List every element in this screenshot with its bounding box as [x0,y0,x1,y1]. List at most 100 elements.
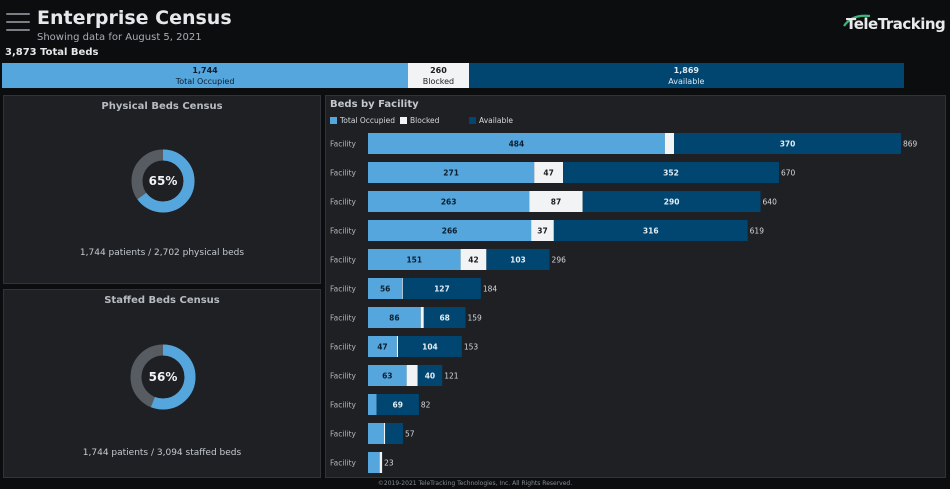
bar-occupied[interactable] [368,423,384,444]
legend-item-occupied[interactable]: Total Occupied [330,116,395,125]
summary-blocked-segment[interactable]: 260 Blocked [408,63,469,88]
bar-occupied-label: 63 [382,372,392,381]
staffed-donut-fill[interactable] [130,344,196,410]
bar-available[interactable] [553,220,748,241]
bar-total-label: 121 [444,372,459,381]
page-title: Enterprise Census [37,7,232,29]
bar-blocked[interactable] [406,365,418,386]
physical-beds-panel: Physical Beds Census 65% 1,744 patients … [3,95,321,284]
legend-item-available[interactable]: Available [469,116,513,125]
physical-donut-fill[interactable] [131,149,195,213]
bar-blocked[interactable] [396,336,399,357]
staffed-beds-donut[interactable] [130,344,196,410]
bar-occupied[interactable] [368,191,530,212]
bar-available[interactable] [582,191,761,212]
bar-available[interactable] [385,423,403,444]
legend-item-blocked[interactable]: Blocked [400,116,439,125]
facility-label: Facility [330,140,357,149]
bar-total-label: 619 [750,227,765,236]
bar-blocked[interactable] [534,162,564,183]
legend-swatch-blocked [400,117,407,124]
staffed-beds-percent: 56% [148,370,178,384]
bar-blocked[interactable] [531,220,554,241]
bar-total-label: 670 [781,169,796,178]
bar-available-label: 69 [393,401,403,410]
summary-blocked-value: 260 [430,65,447,75]
bar-occupied-label: 484 [509,140,525,149]
menu-icon[interactable] [6,13,30,33]
summary-available-label: Available [668,76,705,86]
bar-available[interactable] [486,249,550,270]
logo-prefix: Tele [846,15,878,33]
total-beds-label: 3,873 Total Beds [5,47,99,58]
bar-available[interactable] [563,162,779,183]
facility-label: Facility [330,227,357,236]
bar-available[interactable] [423,307,466,328]
facility-label: Facility [330,401,357,410]
bar-total-label: 184 [483,285,498,294]
logo-suffix: Tracking [877,15,946,33]
facility-label: Facility [330,343,357,352]
facility-label: Facility [330,285,357,294]
bar-occupied[interactable] [368,452,380,473]
bar-occupied[interactable] [368,162,535,183]
legend-swatch-available [469,117,476,124]
bar-total-label: 640 [763,198,778,207]
facility-label: Facility [330,198,357,207]
summary-available-segment[interactable]: 1,869 Available [468,63,904,88]
bar-occupied[interactable] [368,133,665,154]
bar-available-label: 104 [422,343,438,352]
bar-blocked[interactable] [420,307,424,328]
bar-available[interactable] [376,394,419,415]
bar-available-label: 316 [643,227,659,236]
summary-occupied-label: Total Occupied [175,76,235,86]
staffed-beds-caption: 1,744 patients / 3,094 staffed beds [82,448,242,458]
bar-blocked-label: 87 [551,198,561,207]
beds-by-facility-chart: Facility 484 370 869 Facility 271 47 352 670 Faci… [330,133,918,473]
logo-wordmark: TeleTracking [846,15,946,33]
bar-occupied-label: 56 [380,285,390,294]
staffed-beds-title: Staffed Beds Census [104,295,220,306]
bar-available[interactable] [402,278,481,299]
bar-blocked[interactable] [402,278,404,299]
facility-label: Facility [330,169,357,178]
bar-occupied[interactable] [368,249,461,270]
bar-available-label: 127 [434,285,450,294]
facility-label: Facility [330,372,357,381]
bar-blocked[interactable] [460,249,487,270]
bar-occupied[interactable] [368,220,532,241]
bar-occupied[interactable] [368,336,397,357]
bar-blocked[interactable] [664,133,675,154]
physical-beds-donut[interactable] [131,149,195,213]
legend-label: Blocked [410,116,440,125]
physical-beds-title: Physical Beds Census [101,101,223,112]
bar-total-label: 869 [903,140,918,149]
bar-occupied[interactable] [368,365,407,386]
bar-total-label: 57 [405,430,415,439]
staffed-beds-panel: Staffed Beds Census 56% 1,744 patients /… [3,289,321,478]
bar-available-label: 103 [510,256,526,265]
bar-occupied[interactable] [368,307,421,328]
summary-available-value: 1,869 [673,65,699,75]
bar-total-label: 296 [552,256,567,265]
bar-available-label: 352 [663,169,679,178]
summary-occupied-segment[interactable]: 1,744 Total Occupied [2,63,409,88]
bar-available[interactable] [398,336,462,357]
summary-occupied-value: 1,744 [192,65,218,75]
bar-blocked-label: 47 [543,169,553,178]
bar-available[interactable] [674,133,901,154]
bar-occupied[interactable] [368,394,377,415]
bar-occupied-label: 47 [377,343,387,352]
bar-occupied-label: 151 [406,256,422,265]
bar-occupied-label: 266 [442,227,458,236]
total-beds-bar: 1,744 Total Occupied 260 Blocked 1,869 A… [2,63,904,88]
legend-label: Total Occupied [340,116,396,125]
bar-blocked[interactable] [379,452,383,473]
bar-blocked[interactable] [383,423,386,444]
bar-occupied[interactable] [368,278,403,299]
bar-available-label: 290 [664,198,680,207]
bar-available[interactable] [417,365,443,386]
bar-total-label: 159 [468,314,483,323]
bar-blocked[interactable] [529,191,583,212]
logo-swoosh-icon [843,14,871,27]
